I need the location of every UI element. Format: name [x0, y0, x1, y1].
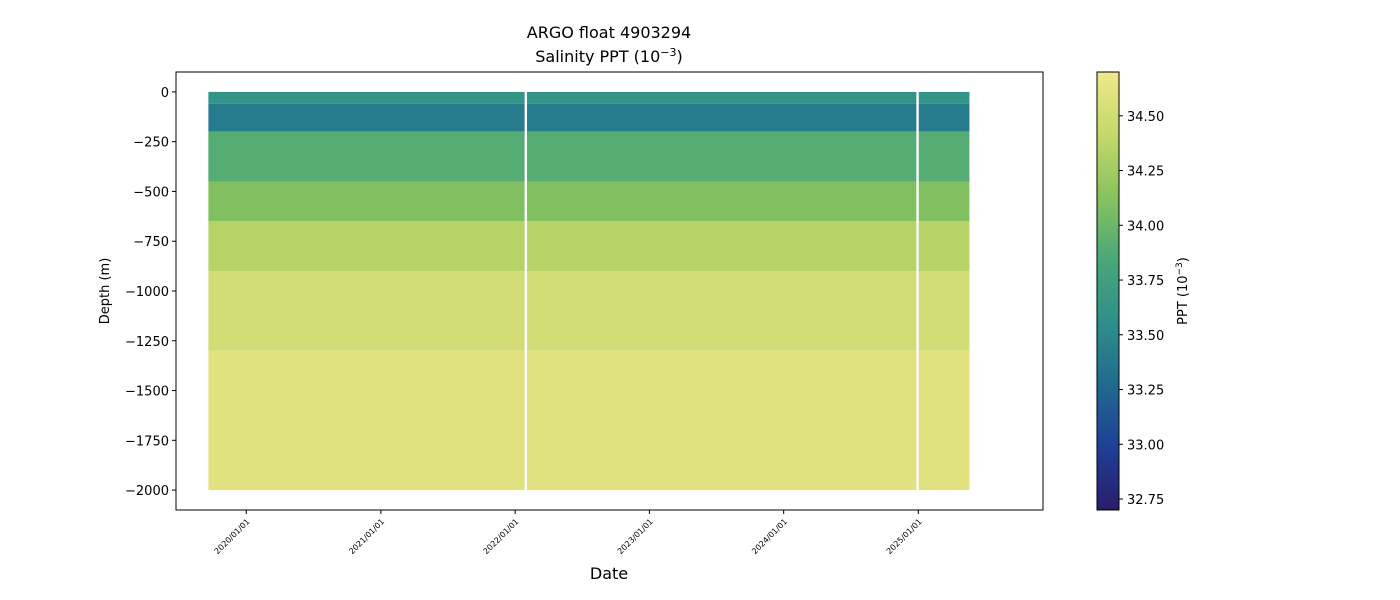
- data-gap: [524, 72, 528, 510]
- y-axis: 0 −250 −500 −750 −1000 −1250 −1500 −1750 −2000: [125, 86, 176, 499]
- y-tick-label: −1000: [125, 285, 169, 300]
- chart-title: ARGO float 4903294: [527, 23, 691, 42]
- colorbar-tick-label: 34.25: [1127, 165, 1164, 180]
- colorbar-tick-label: 33.25: [1127, 384, 1164, 399]
- chart-subtitle-exp: −3: [660, 46, 676, 59]
- salinity-band: [208, 181, 970, 222]
- x-tick-label: 2023/01/01: [616, 517, 655, 556]
- chart-subtitle: Salinity PPT (10−3): [535, 46, 683, 67]
- colorbar-tick-label: 33.75: [1127, 274, 1164, 289]
- y-tick-label: −2000: [125, 484, 169, 499]
- x-tick-label: 2024/01/01: [750, 517, 789, 556]
- y-tick-label: −1250: [125, 335, 169, 350]
- colorbar-axis: 32.75 33.00 33.25 33.50 33.75 34.00 34.25 34.50: [1119, 110, 1164, 508]
- salinity-band: [208, 91, 970, 104]
- colorbar-tick-label: 33.00: [1127, 438, 1164, 453]
- colorbar-label-base: PPT (10: [1176, 275, 1191, 324]
- x-axis: 2020/01/01 2021/01/01 2022/01/01 2023/01/01…: [213, 510, 924, 556]
- colorbar: [1096, 71, 1120, 511]
- salinity-band: [208, 103, 970, 132]
- y-tick-label: −500: [133, 185, 169, 200]
- data-gap: [916, 72, 919, 510]
- colorbar-label: PPT (10−3): [1175, 257, 1191, 325]
- x-tick-label: 2025/01/01: [885, 517, 924, 556]
- salinity-band: [208, 221, 970, 272]
- y-tick-label: −1750: [125, 434, 169, 449]
- colorbar-label-exp: −3: [1175, 262, 1185, 275]
- y-axis-label: Depth (m): [98, 258, 113, 325]
- x-tick-label: 2021/01/01: [347, 517, 386, 556]
- colorbar-tick-label: 33.50: [1127, 329, 1164, 344]
- x-axis-label: Date: [590, 564, 628, 583]
- y-tick-label: −750: [133, 235, 169, 250]
- colorbar-label-end: ): [1176, 257, 1191, 262]
- x-tick-label: 2022/01/01: [482, 517, 521, 556]
- chart-subtitle-end: ): [677, 47, 683, 66]
- salinity-band: [208, 131, 970, 182]
- salinity-band: [208, 271, 970, 351]
- colorbar-tick-label: 34.50: [1127, 110, 1164, 125]
- y-tick-label: −1500: [125, 385, 169, 400]
- salinity-band: [208, 350, 970, 491]
- chart-subtitle-base: Salinity PPT (10: [535, 47, 660, 66]
- y-tick-label: 0: [161, 86, 169, 101]
- colorbar-tick-label: 32.75: [1127, 493, 1164, 508]
- y-tick-label: −250: [133, 136, 169, 151]
- colorbar-tick-label: 34.00: [1127, 219, 1164, 234]
- x-tick-label: 2020/01/01: [213, 517, 252, 556]
- heatmap: [208, 72, 970, 510]
